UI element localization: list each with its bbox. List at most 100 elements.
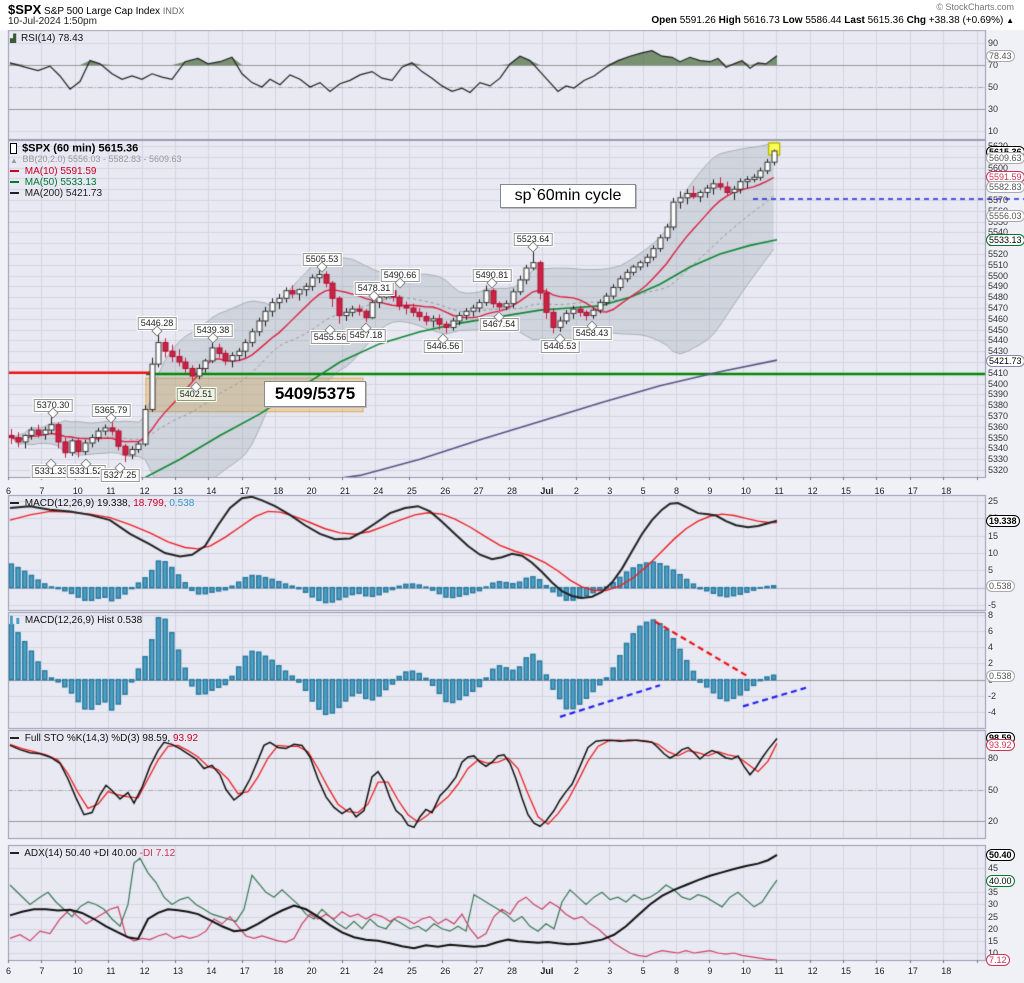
symbol-name: S&P 500 Large Cap Index	[44, 6, 161, 17]
date-label: 12	[139, 486, 150, 496]
symbol: $SPX	[8, 2, 42, 17]
sto-scale-label: 20	[988, 816, 999, 826]
main-scale-label: 5570	[988, 195, 1009, 205]
rsi-scale-label: 10	[988, 126, 999, 136]
macd-line-icon	[10, 502, 19, 505]
date-label: 17	[907, 486, 918, 496]
sto-d-value: 93.92	[173, 733, 199, 744]
main-value-pill: 5556.03	[986, 209, 1024, 222]
main-scale-label: 5370	[988, 411, 1009, 421]
hist-scale-label: 2	[988, 658, 994, 669]
candlestick-icon	[10, 143, 17, 154]
hist-scale-label: -4	[988, 706, 997, 717]
chart-datetime: 10-Jul-2024 1:50pm	[8, 16, 97, 27]
date-label-bottom: 17	[907, 966, 918, 976]
date-label: 8	[674, 486, 680, 496]
date-label-bottom: 10	[72, 966, 83, 976]
adx-value-pill: 7.12	[986, 954, 1010, 967]
macd-legend: MACD(12,26,9) 19.338, 18.799, 0.538	[10, 498, 194, 509]
date-label: 10	[72, 486, 83, 496]
date-label-bottom: 27	[473, 966, 484, 976]
main-value-pill: 5609.63	[986, 151, 1024, 164]
date-label: 25	[406, 486, 417, 496]
main-scale-label: 5550	[988, 216, 1009, 227]
ma50-legend: MA(50) 5533.13	[10, 177, 182, 188]
date-label-bottom: 18	[273, 966, 284, 976]
copyright: © StockCharts.com	[936, 2, 1014, 12]
chg-value: +38.38 (+0.69%)	[928, 15, 1004, 26]
rsi-scale-label: 70	[988, 60, 999, 70]
sto-scale-label: 80	[988, 753, 999, 763]
adx-scale-label: 35	[988, 887, 999, 898]
date-label-bottom: 18	[941, 966, 952, 976]
ma200-line-icon	[10, 191, 19, 194]
sto-scale-label: 50	[988, 784, 999, 795]
price-annotation: 5327.25	[100, 469, 140, 483]
adx-scale-label: 15	[988, 935, 999, 946]
sto-legend: Full STO %K(14,3) %D(3) 98.59, 93.92	[10, 733, 198, 744]
ma10-legend: MA(10) 5591.59	[10, 166, 182, 177]
date-label-bottom: 26	[440, 966, 451, 976]
rsi-legend-icon: ▟	[10, 34, 17, 43]
macd-scale-label: 5	[988, 565, 994, 576]
main-value-pill: 5533.13	[986, 234, 1024, 247]
adx-legend-name: ADX(14)	[24, 848, 63, 859]
date-label-bottom: 16	[874, 966, 885, 976]
bb-legend-icon: ▲	[10, 155, 18, 165]
symbol-exchange: INDX	[162, 6, 185, 16]
date-label: 10	[740, 486, 751, 496]
hist-value-pill: 0.538	[986, 669, 1015, 682]
ma200-legend: MA(200) 5421.73	[10, 188, 182, 199]
date-label: 24	[373, 486, 384, 496]
hist-legend-value: 0.538	[117, 615, 143, 627]
main-value-pill: 5582.83	[986, 180, 1024, 193]
date-label-bottom: 21	[340, 966, 351, 976]
date-label-bottom: Jul	[540, 966, 554, 976]
date-label-bottom: 12	[139, 966, 150, 976]
adx-scale-label: 30	[988, 899, 999, 910]
date-label-bottom: 15	[841, 966, 852, 976]
hist-scale-label: 8	[988, 610, 994, 620]
date-label-bottom: 5	[640, 966, 646, 976]
date-label-bottom: 6	[6, 966, 12, 976]
main-scale-label: 5320	[988, 465, 1009, 475]
hist-legend: ▌▮ MACD(12,26,9) Hist 0.538	[10, 615, 142, 626]
adx-value: 50.40	[65, 848, 91, 859]
date-label-bottom: 28	[507, 966, 518, 976]
date-label: 26	[440, 486, 451, 496]
chg-label: Chg	[906, 15, 927, 26]
open-label: Open	[651, 15, 677, 26]
main-scale-label: 5510	[988, 259, 1009, 270]
rsi-legend-value: 78.43	[58, 33, 84, 45]
chart-header: $SPX S&P 500 Large Cap Index INDX 10-Jul…	[0, 0, 1024, 30]
main-scale-label: 5360	[988, 421, 1009, 432]
main-scale-label: 5440	[988, 335, 1009, 346]
date-label-bottom: 10	[740, 966, 751, 976]
date-label-bottom: 11	[106, 966, 116, 976]
macd-scale-label: 15	[988, 530, 999, 541]
date-label: 15	[841, 486, 852, 496]
date-label: 16	[874, 486, 885, 496]
sto-line-icon	[10, 737, 19, 740]
main-scale-label: 5480	[988, 292, 1009, 303]
main-scale-label: 5410	[988, 367, 1009, 378]
date-label-bottom: 20	[306, 966, 317, 976]
date-label-bottom: 14	[206, 966, 217, 976]
main-scale-label: 5340	[988, 443, 1009, 454]
main-scale-label: 5500	[988, 270, 1009, 281]
sto-value-pill: 93.92	[986, 738, 1015, 751]
main-scale-label: 5520	[988, 249, 1009, 259]
date-label: 14	[206, 486, 217, 496]
ma50-line-icon	[10, 180, 19, 183]
sto-k-value: 98.59,	[142, 733, 171, 744]
main-scale-label: 5450	[988, 324, 1009, 335]
adx-scale-label: 25	[988, 911, 999, 922]
di-plus-value: +DI 40.00	[93, 848, 137, 859]
rsi-scale-label: 90	[988, 38, 999, 48]
main-scale-label: 5390	[988, 389, 1009, 400]
chg-up-arrow-icon: ▲	[1006, 16, 1014, 25]
low-value: 5586.44	[805, 15, 842, 26]
date-label: Jul	[540, 486, 554, 496]
